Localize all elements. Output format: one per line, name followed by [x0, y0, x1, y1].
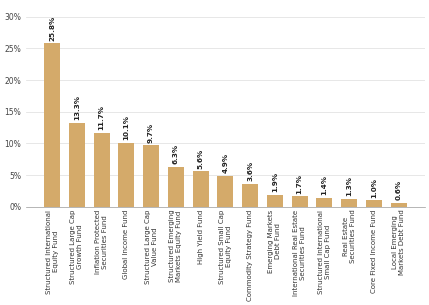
Text: 3.6%: 3.6%	[247, 161, 253, 181]
Bar	[316, 198, 332, 207]
Text: 1.9%: 1.9%	[272, 172, 278, 192]
Text: 1.3%: 1.3%	[346, 176, 352, 196]
Text: 5.6%: 5.6%	[198, 149, 204, 169]
Bar	[143, 145, 159, 207]
Bar	[218, 176, 233, 207]
Text: 1.7%: 1.7%	[296, 174, 302, 193]
Text: 11.7%: 11.7%	[99, 105, 105, 130]
Bar	[69, 123, 85, 207]
Bar	[242, 184, 258, 207]
Bar	[391, 203, 407, 207]
Text: 13.3%: 13.3%	[74, 95, 80, 120]
Bar	[193, 171, 208, 207]
Bar	[366, 200, 382, 207]
Bar	[267, 195, 283, 207]
Text: 10.1%: 10.1%	[124, 115, 130, 140]
Text: 9.7%: 9.7%	[148, 123, 154, 143]
Bar	[341, 199, 357, 207]
Bar	[44, 43, 60, 207]
Bar	[168, 167, 184, 207]
Text: 4.9%: 4.9%	[222, 153, 228, 173]
Text: 0.6%: 0.6%	[396, 180, 402, 200]
Text: 6.3%: 6.3%	[173, 144, 179, 164]
Text: 25.8%: 25.8%	[49, 16, 55, 41]
Text: 1.4%: 1.4%	[321, 175, 327, 196]
Text: 1.0%: 1.0%	[371, 178, 377, 198]
Bar	[94, 133, 110, 207]
Bar	[292, 196, 308, 207]
Bar	[118, 143, 134, 207]
